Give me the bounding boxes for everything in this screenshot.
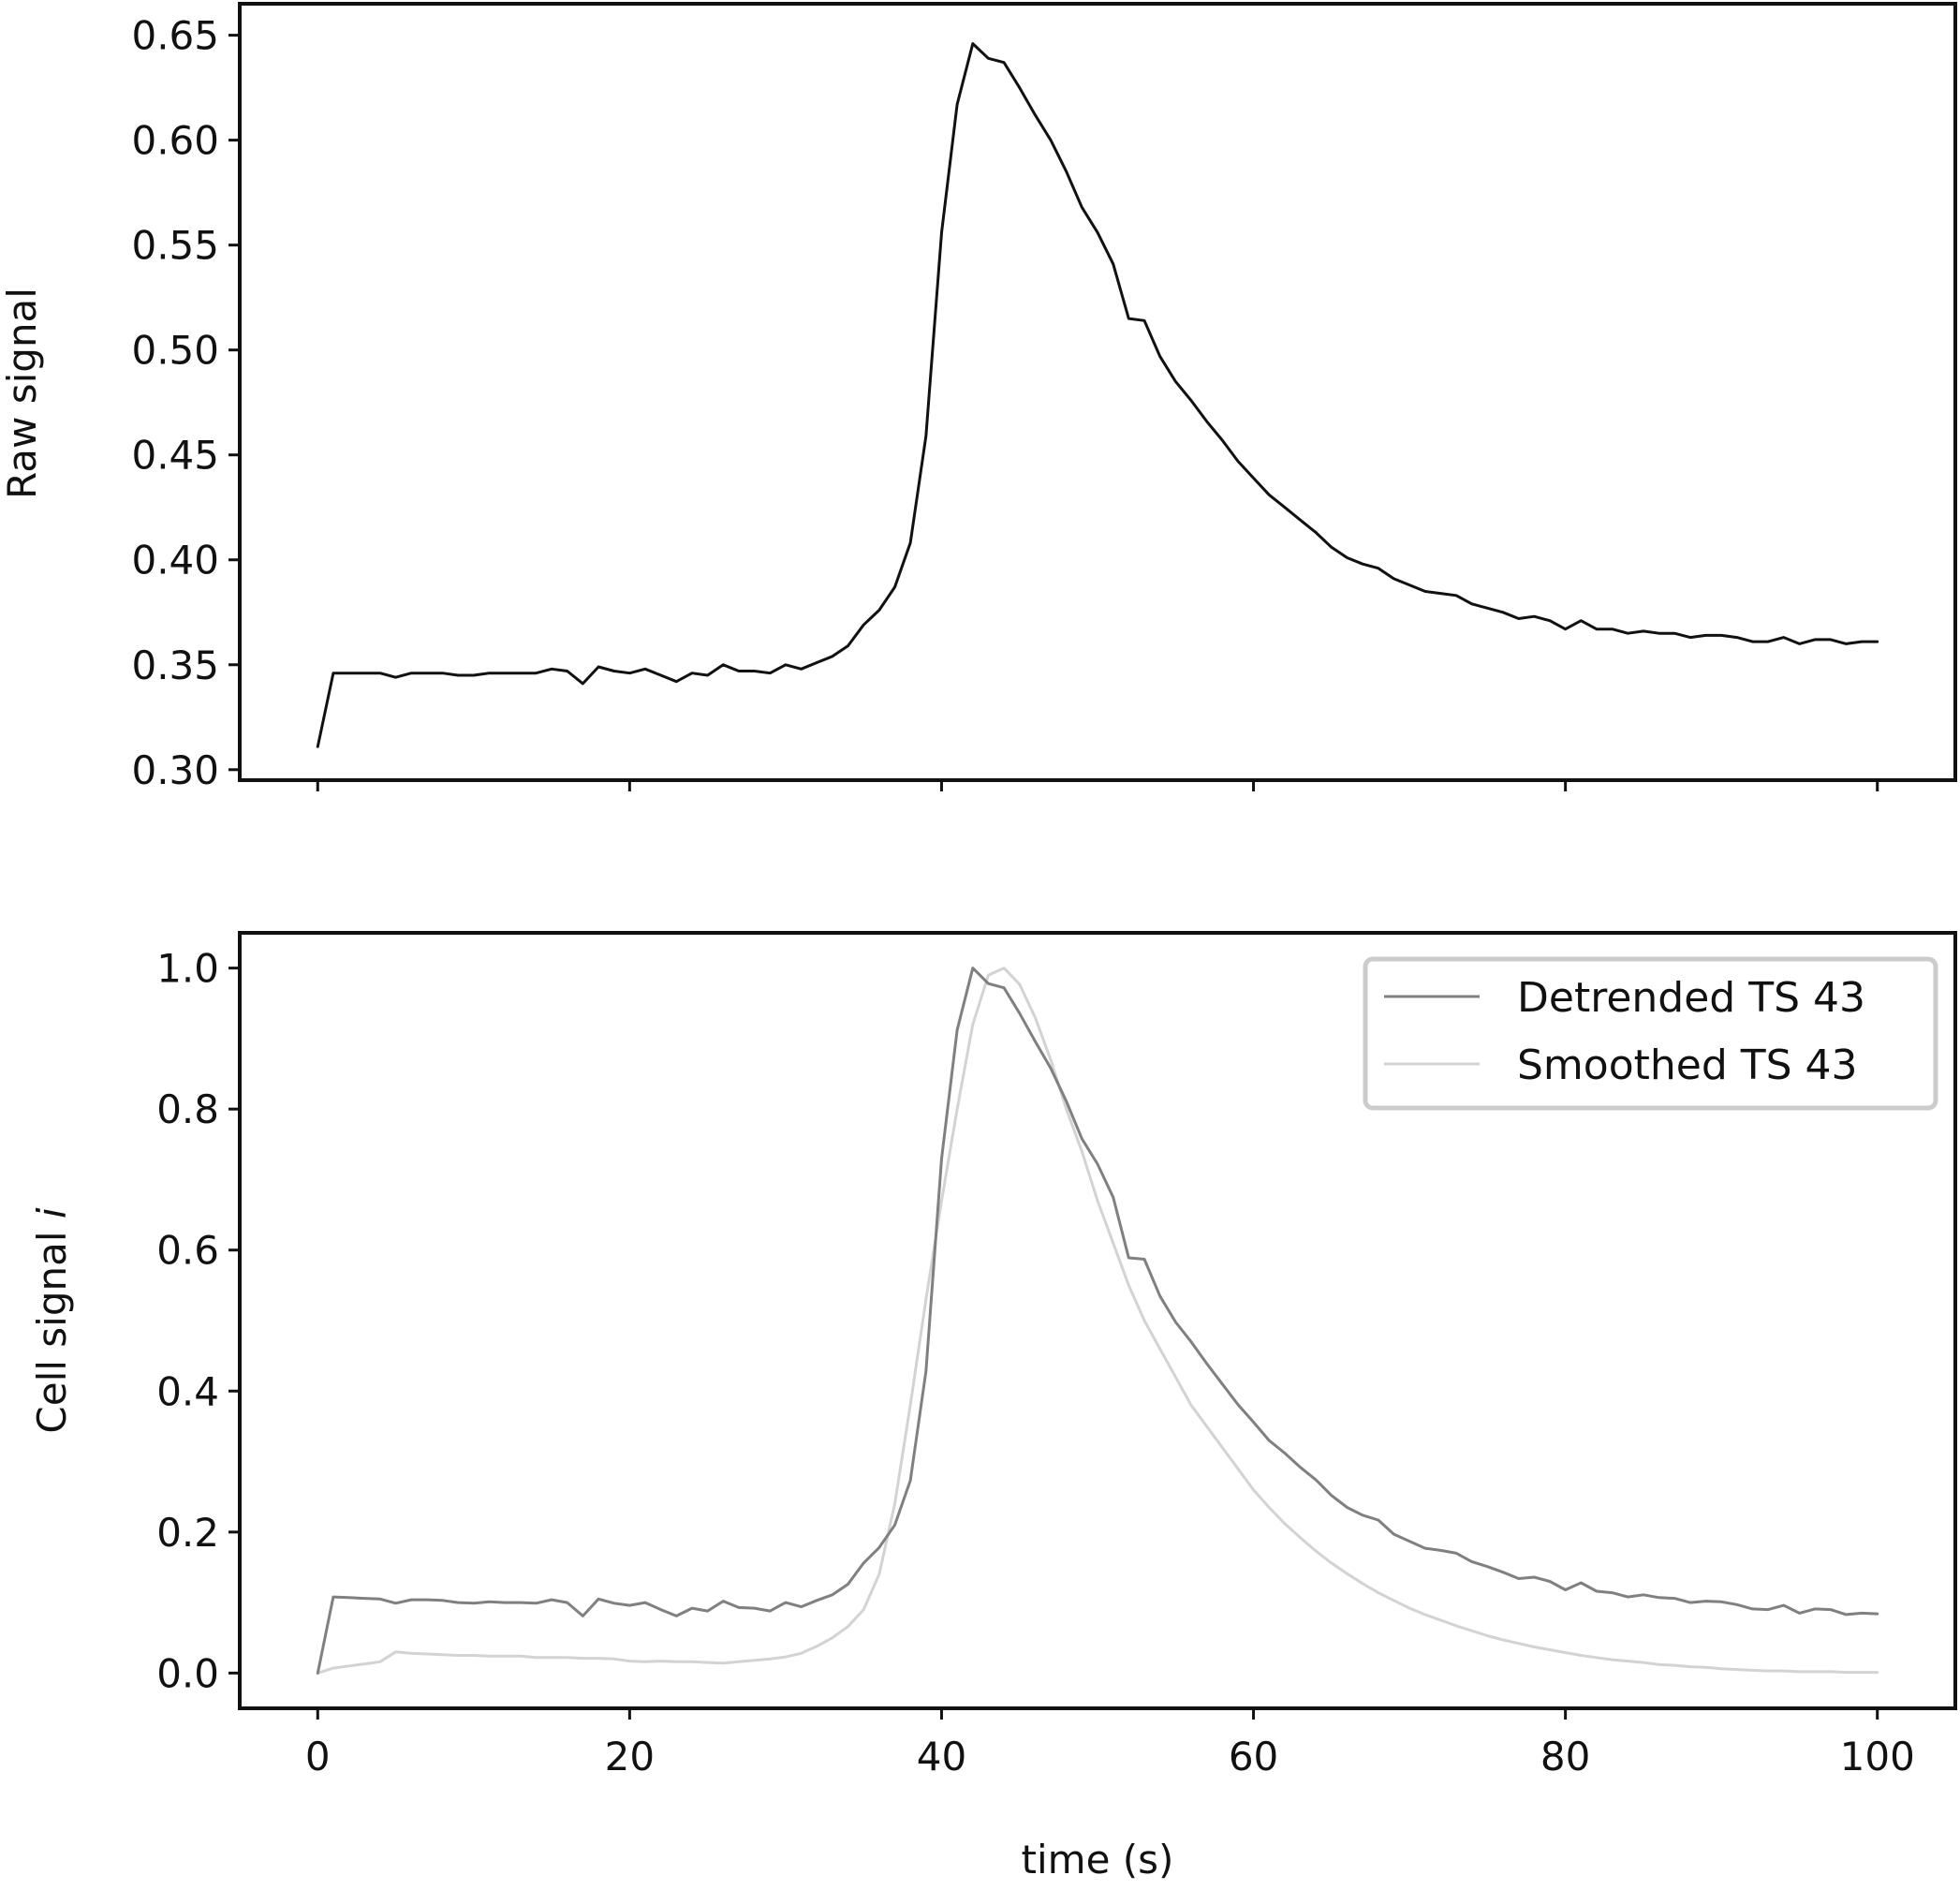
raw-signal-y-tick-label: 0.60 <box>131 118 219 164</box>
cell-signal-x-tick-label: 20 <box>605 1734 655 1779</box>
raw-signal-plot-frame <box>238 2 1957 782</box>
cell-signal-y-ticks: 0.0 0.2 0.4 0.6 0.8 1.0 <box>156 946 240 1696</box>
cell-signal-x-tick-label: 0 <box>305 1734 331 1779</box>
cell-signal-lines <box>316 967 1879 1675</box>
raw-signal-series-line-0 <box>316 42 1879 748</box>
raw-signal-y-axis-title: Raw signal <box>0 288 45 499</box>
cell-signal-x-tick-label: 40 <box>917 1734 966 1779</box>
cell-signal-y-tick-label: 0.6 <box>156 1228 219 1274</box>
raw-signal-y-tick-label: 0.35 <box>131 642 219 688</box>
raw-signal-y-tick-label: 0.55 <box>131 223 219 269</box>
cell-signal-x-tick-label: 80 <box>1540 1734 1590 1779</box>
cell-signal-y-tick-label: 0.4 <box>156 1368 219 1414</box>
cell-signal-plot-frame <box>238 931 1957 1710</box>
cell-signal-y-tick-label: 1.0 <box>156 946 219 992</box>
raw-signal-y-tick-label: 0.45 <box>131 433 219 479</box>
raw-signal-y-ticks: 0.30 0.35 0.40 0.45 0.50 0.55 0.60 0.65 <box>131 13 240 793</box>
x-axis-title: time (s) <box>1022 1837 1174 1883</box>
cell-signal-x-tick-label: 100 <box>1840 1734 1915 1779</box>
cell-signal-y-tick-label: 0.2 <box>156 1510 219 1556</box>
raw-signal-lines <box>316 42 1879 748</box>
raw-signal-y-tick-label: 0.50 <box>131 328 219 374</box>
raw-signal-y-tick-label: 0.40 <box>131 538 219 583</box>
cell-signal-panel: 0.0 0.2 0.4 0.6 0.8 1.0 0 20 40 60 80 100 Cell sig… <box>29 931 1957 1883</box>
raw-signal-y-tick-label: 0.30 <box>131 747 219 793</box>
cell-signal-x-ticks: 0 20 40 60 80 100 <box>305 1708 1915 1779</box>
legend-label-detrended: Detrended TS 43 <box>1517 974 1865 1022</box>
raw-signal-y-tick-label: 0.65 <box>131 13 219 59</box>
legend: Detrended TS 43 Smoothed TS 43 <box>1363 956 1938 1111</box>
raw-signal-panel: 0.30 0.35 0.40 0.45 0.50 0.55 0.60 0.65 Raw sig… <box>0 2 1957 793</box>
cell-signal-y-tick-label: 0.8 <box>156 1086 219 1132</box>
cell-signal-series-line-1 <box>316 967 1879 1675</box>
cell-signal-y-tick-label: 0.0 <box>156 1650 219 1696</box>
legend-label-smoothed: Smoothed TS 43 <box>1517 1041 1858 1089</box>
legend-box <box>1363 956 1938 1111</box>
cell-signal-y-axis-title: Cell signal i <box>29 1207 75 1433</box>
cell-signal-x-tick-label: 60 <box>1229 1734 1278 1779</box>
cell-signal-series-line-0 <box>316 967 1879 1675</box>
raw-signal-x-ticks <box>316 780 1879 791</box>
